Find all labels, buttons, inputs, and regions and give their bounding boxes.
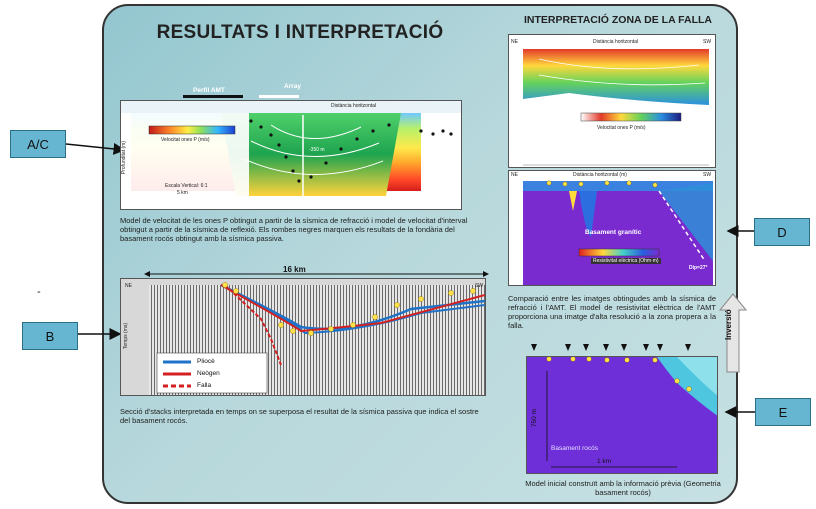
panel-a-depth-label: -350 m [309,147,325,153]
right-section-title: INTERPRETACIÓ ZONA DE LA FALLA [523,14,713,26]
panel-d-scale-title: Resistivitat elèctrica (Ohm·m) [591,258,661,264]
panel-c-scale-title: Velocitat ones P (m/s) [597,125,646,131]
panel-initial-model: 1 km 750 m Basament rocós [526,356,718,474]
panel-a-scale-title: Velocitat ones P (m/s) [161,137,210,143]
panel-seismic-stack: NE SW Temps (ms) Pliocè Neògen Falla [120,278,486,396]
inversion-label: Inversió [724,309,733,340]
panel-b-yaxis: Temps (ms) [123,323,129,350]
array-label: Array [284,83,301,90]
caption-velocity-model: Model de velocitat de les ones P obtingu… [120,216,468,243]
station-markers [531,344,691,351]
panel-d-basament: Basament granític [585,229,642,236]
legend-fault: Falla [197,382,212,389]
velocity-model-graphic [121,101,461,209]
perfil-bars [183,95,299,98]
panel-a-yaxis: Profunditat (m) [121,141,127,175]
panel-e-distance: 1 km [597,458,612,465]
caption-resistivity: Comparació entre les imatges obtingudes … [508,294,716,330]
legend-pliocene: Pliocè [197,358,215,365]
panel-a-distance-label: Distància horitzontal [331,103,377,109]
panel-b-sw: SW [475,283,484,289]
panel-b-ne: NE [125,283,132,289]
caption-seismic-stack: Secció d'stacks interpretada en temps on… [120,407,479,425]
resistivity-graphic [509,171,715,285]
panel-b-distance-bar [144,271,489,277]
panel-c-sw: SW [703,39,712,45]
seismic-stack-graphic [149,282,485,395]
panel-velocity-model: Distància horitzontal Velocitat ones P (… [120,100,462,210]
perfil-amt-label: Perfil AMT [193,87,225,94]
panel-e-basament: Basament rocós [551,445,598,452]
velocity-fault-graphic [509,35,715,167]
panel-d-dip: Dip=27° [689,265,708,271]
panel-resistivity: NE SW Distància horitzontal (m) Basament… [508,170,716,286]
label-e: E [755,398,811,426]
inversion-arrow [718,293,748,373]
panel-c-distance: Distància horitzontal [593,39,639,45]
arrow-ac [65,142,126,155]
initial-model-graphic [527,357,717,473]
legend-neogene: Neògen [197,370,220,377]
label-ac: A/C [10,130,66,158]
caption-initial-model: Model inicial construït amb la informaci… [525,479,721,497]
panel-a-scale-text: Escala Vertical: 6:1 [165,183,208,189]
panel-d-distance: Distància horitzontal (m) [573,172,627,178]
label-d: D [754,218,810,246]
panel-d-ne: NE [511,172,518,178]
panel-d-sw: SW [703,172,712,178]
panel-c-ne: NE [511,39,518,45]
panel-e-depth: 750 m [531,409,538,428]
panel-a-scale-km: 5 km [177,190,188,196]
poster-title: RESULTATS I INTERPRETACIÓ [156,22,444,43]
panel-b-distance: 16 km [283,265,306,274]
stray-mark: - [37,286,41,298]
panel-velocity-fault: NE SW Distància horitzontal Velocitat on… [508,34,716,168]
label-b: B [22,322,78,350]
